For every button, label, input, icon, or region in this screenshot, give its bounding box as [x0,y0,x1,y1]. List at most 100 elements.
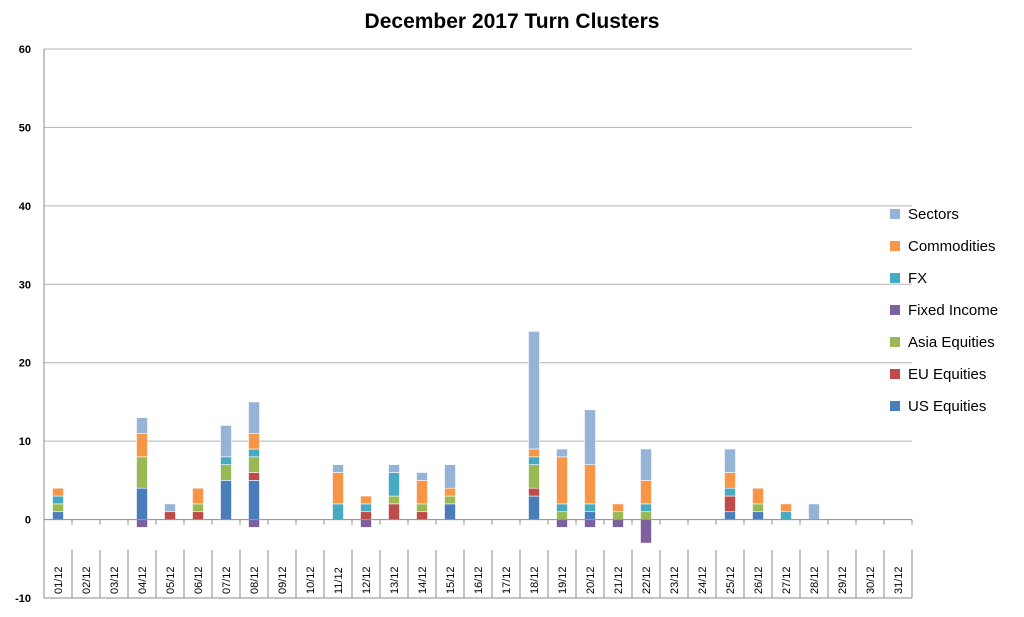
bar-segment [332,472,344,505]
x-tick-label: 07/12 [221,566,233,594]
bar-segment [248,432,260,450]
x-tick-label: 03/12 [109,566,121,594]
x-tick-label: 01/12 [53,566,65,594]
bar-segment [444,495,456,505]
bar-segment [640,448,652,481]
bar-segment [388,503,400,520]
legend-swatch [890,273,900,283]
legend-item: Sectors [890,198,998,230]
bar-segment [724,448,736,473]
bar-segment [416,480,428,505]
bar-segment [136,487,148,520]
y-tick-label: 60 [19,44,31,56]
bar-segment [52,503,64,513]
bar-segment [556,519,568,528]
bar-segment [136,432,148,458]
bar-segment [780,511,792,520]
legend-label: Sectors [908,205,959,223]
x-tick-label: 13/12 [389,566,401,594]
bar-segment [584,409,596,465]
x-tick-label: 05/12 [165,566,177,594]
bar-segment [52,487,64,497]
bar-segment [444,487,456,497]
bar-segment [248,480,260,520]
bar-segment [752,511,764,520]
x-tick-label: 17/12 [501,566,513,594]
bar-segment [752,487,764,505]
axes [43,49,913,599]
chart-title: December 2017 Turn Clusters [364,10,660,33]
legend-swatch [890,209,900,219]
bar-segment [584,503,596,513]
bar-segment [612,519,624,528]
bar-segment [584,464,596,505]
bar-segment [248,519,260,528]
bar-segment [332,503,344,520]
bar-segment [528,448,540,458]
bar-segment [248,401,260,434]
legend-item: Commodities [890,230,998,262]
bar-segment [220,425,232,458]
legend-item: Fixed Income [890,294,998,326]
x-tick-label: 30/12 [865,566,877,594]
bar-segment [360,519,372,528]
legend-label: Fixed Income [908,301,999,319]
legend-item: US Equities [890,390,998,422]
bar-segment [416,472,428,481]
x-tick-label: 21/12 [613,566,625,594]
bar-segment [388,464,400,473]
bar-segment [248,448,260,458]
bar-segment [556,503,568,513]
bar-segment [612,511,624,520]
bar-segment [248,472,260,481]
bar-segment [360,495,372,505]
bar-segment [528,464,540,489]
legend-label: FX [908,269,928,287]
chart-legend: Sectors Commodities FX Fixed Income Asia Equ… [890,198,998,422]
bar-segment [220,456,232,465]
bar-segment [640,480,652,505]
y-tick-label: 30 [19,279,31,291]
bar-segment [444,503,456,520]
x-tick-label: 02/12 [81,566,93,594]
x-tick-label: 23/12 [669,566,681,594]
bar-segment [164,511,176,520]
bar-segment [248,456,260,473]
bar-segment [220,480,232,520]
x-tick-label: 29/12 [837,566,849,594]
bar-segment [164,503,176,513]
x-tick-label: 19/12 [557,566,569,594]
bar-segment [416,503,428,513]
bar-segment [332,464,344,473]
bars [52,331,820,544]
bar-segment [556,448,568,458]
x-tick-label: 16/12 [473,566,485,594]
bar-segment [444,464,456,489]
bar-segment [360,503,372,513]
y-tick-label: 10 [19,436,31,448]
bar-segment [640,503,652,513]
x-tick-label: 20/12 [585,566,597,594]
bar-segment [640,511,652,520]
bar-segment [528,495,540,520]
legend-label: Commodities [908,237,996,255]
bar-segment [388,472,400,497]
bar-segment [584,511,596,520]
bar-segment [780,503,792,513]
y-tick-label: -10 [15,593,31,605]
x-tick-label: 14/12 [417,566,429,594]
x-tick-label: 06/12 [193,566,205,594]
legend-swatch [890,241,900,251]
x-tick-label: 24/12 [697,566,709,594]
bar-segment [192,503,204,513]
x-axis-tick-labels: 01/12 02/12 03/12 04/12 05/12 06/12 07/12 08/12… [53,566,905,594]
x-tick-label: 25/12 [725,566,737,594]
x-tick-label: 12/12 [361,566,373,594]
legend-label: US Equities [908,397,987,415]
y-tick-label: 0 [25,515,31,527]
x-tick-label: 27/12 [781,566,793,594]
bar-segment [724,472,736,489]
bar-segment [52,511,64,520]
legend-swatch [890,305,900,315]
bar-segment [136,417,148,434]
